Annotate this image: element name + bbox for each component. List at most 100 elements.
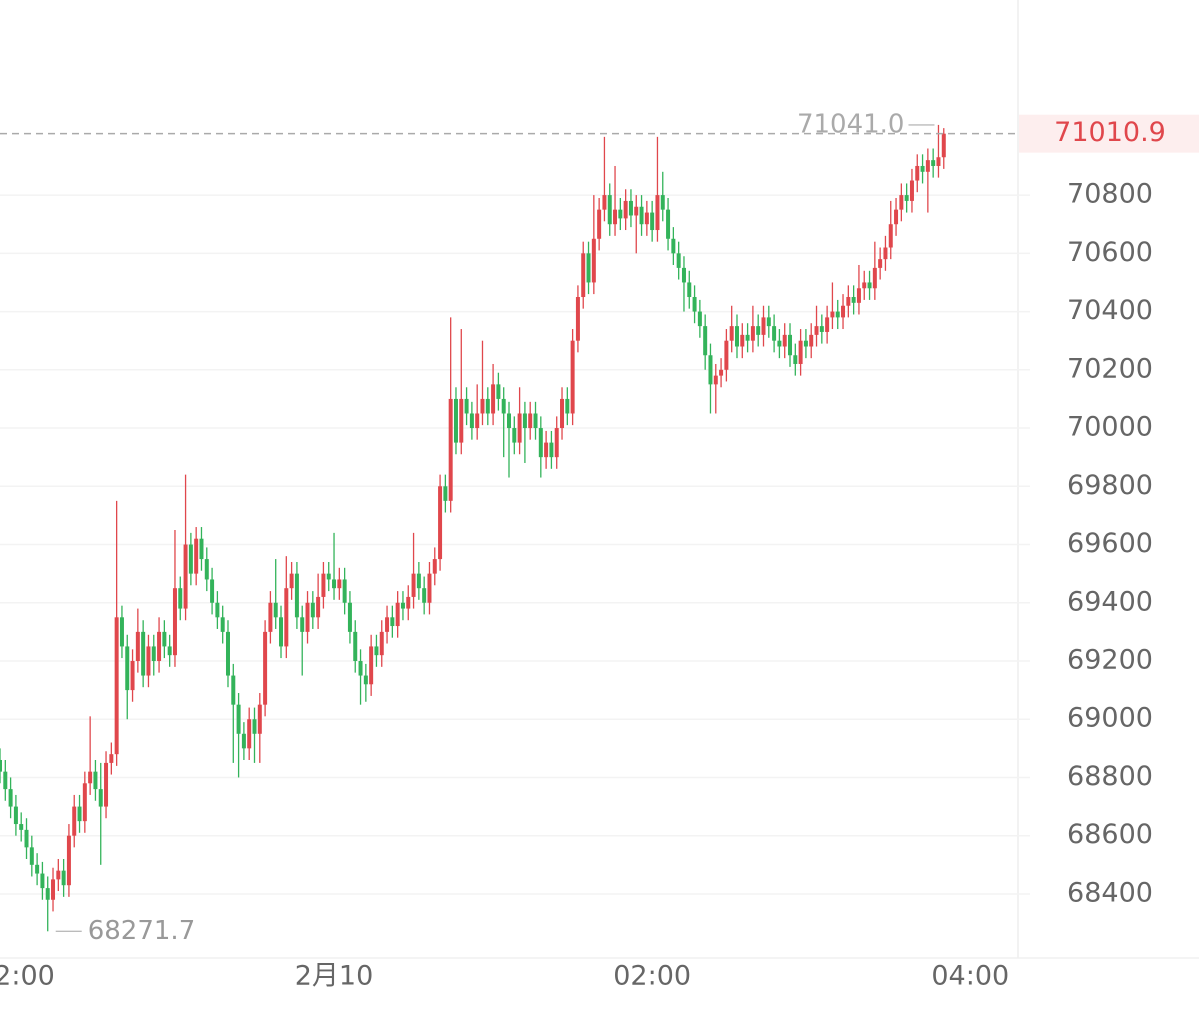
candle-body	[332, 579, 337, 589]
candle-body	[45, 888, 50, 900]
candle-body	[432, 559, 437, 574]
candle-body	[761, 317, 766, 335]
candle-body	[597, 209, 602, 239]
candle-body	[167, 646, 172, 656]
candle-body	[194, 538, 199, 574]
candle-body	[639, 206, 644, 225]
candle-body	[51, 879, 56, 900]
candle-body	[772, 326, 777, 341]
candle-body	[469, 413, 474, 429]
candle-body	[729, 326, 734, 341]
candle-body	[650, 212, 655, 231]
candle-body	[406, 596, 411, 609]
candle-body	[188, 544, 193, 574]
candle-body	[252, 719, 257, 734]
candle-body	[395, 602, 400, 627]
candle-body	[628, 200, 633, 216]
candle-body	[788, 334, 793, 356]
candle-body	[109, 754, 114, 763]
current-price-badge	[1019, 114, 1199, 153]
candle-body	[703, 326, 708, 356]
candle-body	[422, 588, 427, 603]
candle-body	[146, 646, 151, 676]
candle-body	[512, 428, 517, 443]
candle-body	[544, 442, 549, 458]
candle-body	[210, 579, 215, 603]
candle-body	[231, 675, 236, 705]
candle-body	[82, 783, 87, 822]
candle-body	[793, 355, 798, 364]
candle-body	[162, 631, 167, 647]
candle-body	[851, 297, 856, 303]
candle-body	[697, 311, 702, 327]
candle-body	[326, 573, 331, 580]
y-tick-label: 69200	[1067, 644, 1153, 675]
candle-body	[220, 617, 225, 632]
candle-body	[575, 297, 580, 341]
candle-body	[411, 573, 416, 597]
candle-body	[671, 238, 676, 254]
candle-body	[941, 133, 946, 158]
candle-body	[98, 789, 103, 807]
y-tick-label: 69000	[1067, 703, 1153, 734]
candle-body	[385, 617, 390, 632]
candle-body	[835, 311, 840, 318]
candle-body	[803, 340, 808, 347]
annotation-label: 71041.0	[797, 109, 905, 139]
candle-body	[19, 824, 24, 830]
candle-body	[565, 398, 570, 414]
y-tick-label: 70400	[1067, 295, 1153, 326]
candle-body	[909, 180, 914, 201]
candle-body	[114, 617, 119, 755]
candle-body	[692, 297, 697, 312]
candle-body	[872, 267, 877, 289]
candle-body	[480, 398, 485, 414]
candle-body	[782, 334, 787, 347]
candle-body	[464, 398, 469, 414]
annotation-label: 68271.7	[88, 916, 196, 946]
candle-body	[507, 413, 511, 429]
candle-body	[862, 282, 867, 289]
candle-body	[644, 212, 649, 225]
candle-body	[533, 413, 538, 429]
candle-body	[263, 631, 268, 705]
candle-body	[443, 486, 448, 501]
candle-body	[660, 195, 665, 210]
candle-body	[273, 602, 278, 618]
candle-body	[61, 870, 66, 886]
candle-body	[427, 573, 432, 603]
candle-body	[501, 398, 506, 414]
y-tick-label: 70600	[1067, 237, 1153, 268]
candle-body	[294, 573, 299, 618]
candle-body	[13, 806, 18, 825]
candle-body	[745, 334, 750, 341]
candle-body	[602, 195, 607, 210]
candle-body	[374, 646, 379, 656]
candle-body	[888, 224, 893, 248]
candle-body	[549, 442, 554, 458]
candle-body	[88, 771, 93, 784]
candle-body	[475, 413, 480, 429]
candle-body	[777, 340, 782, 347]
x-tick-label: 22:00	[0, 961, 55, 992]
candle-body	[570, 340, 575, 414]
candle-body	[310, 602, 315, 618]
y-tick-label: 68600	[1067, 819, 1153, 850]
candle-body	[40, 873, 45, 889]
candle-body	[3, 771, 8, 790]
candle-body	[878, 259, 883, 268]
candle-body	[241, 733, 246, 749]
x-tick-label: 2月10	[295, 961, 374, 992]
candle-body	[809, 334, 814, 347]
candle-body	[125, 646, 130, 691]
candle-body	[77, 806, 82, 822]
candle-body	[236, 704, 241, 734]
candle-body	[528, 413, 533, 429]
candle-body	[247, 719, 252, 749]
candle-body	[104, 762, 109, 807]
candle-body	[681, 267, 686, 283]
candle-body	[199, 538, 204, 560]
candle-body	[438, 486, 443, 560]
candle-body	[29, 847, 34, 865]
